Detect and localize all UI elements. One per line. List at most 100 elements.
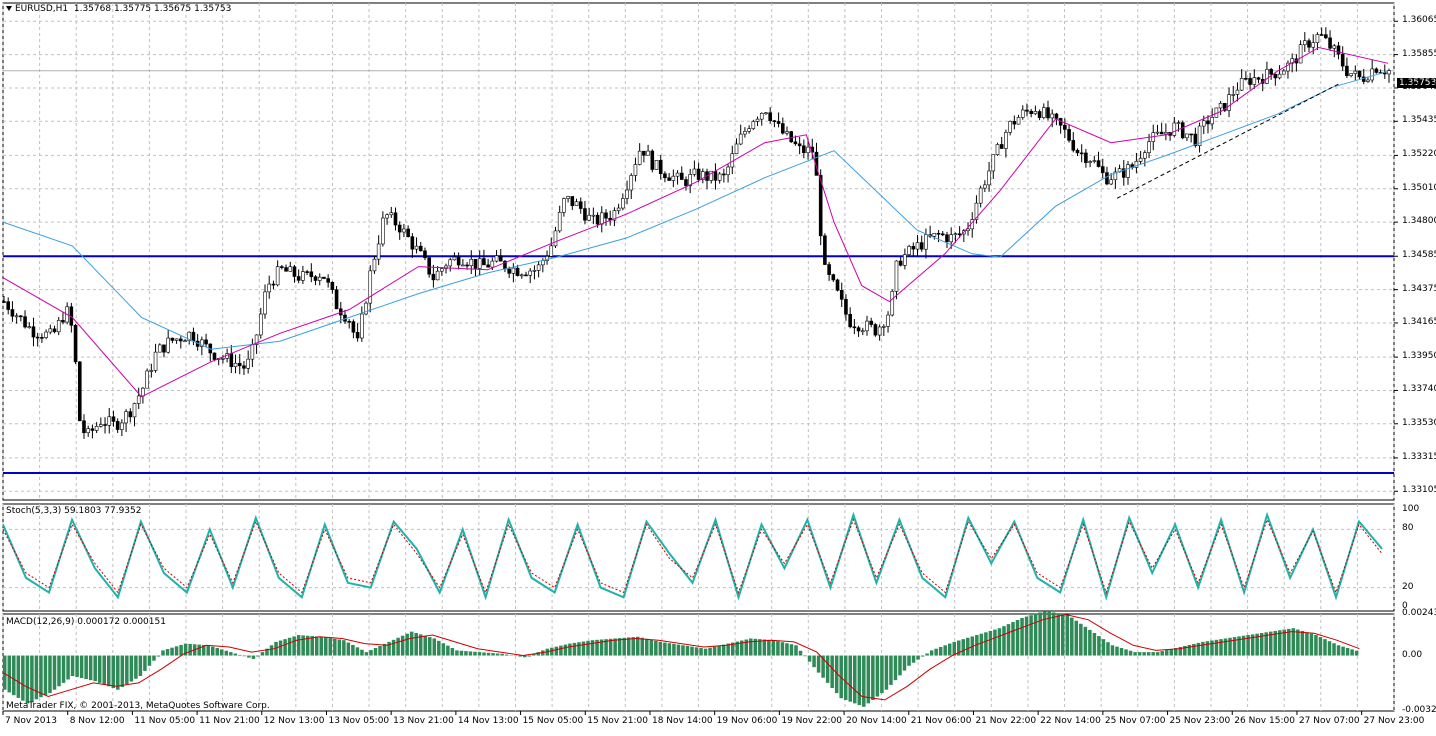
macd-histogram-bar [238,655,242,656]
candle-body [861,331,864,332]
macd-histogram-bar [1283,630,1287,656]
candle-body [449,260,452,266]
macd-histogram-bar [143,656,147,671]
time-axis-label: 13 Nov 05:00 [328,716,389,727]
macd-histogram-bar [767,640,771,656]
candle-body [735,144,738,154]
candle-body [802,146,805,153]
candle-body [457,257,460,265]
macd-histogram-bar [270,645,274,655]
macd-histogram-bar [1138,652,1142,655]
candle-body [1282,71,1285,74]
macd-histogram-bar [708,648,712,656]
macd-histogram-bar [1350,649,1354,655]
candle-body [247,359,250,368]
candle-body [1219,103,1222,108]
macd-histogram-bar [419,634,423,655]
macd-histogram-bar [469,651,473,655]
price-axis-label: 1.33530 [1402,418,1436,429]
macd-histogram-bar [717,646,721,656]
candle-body [167,338,170,352]
macd-histogram-bar [1314,635,1318,655]
macd-histogram-bar [930,650,934,655]
candle-body [1278,74,1281,78]
macd-histogram-bar [871,656,875,700]
time-axis-label: 27 Nov 07:00 [1299,716,1360,727]
candle-body [1164,132,1167,134]
price-axis-label: 1.33740 [1402,384,1436,395]
macd-histogram-bar [1310,634,1314,656]
macd-histogram-bar [175,646,179,655]
candle-body [11,310,14,317]
candle-body [958,234,961,235]
macd-histogram-bar [256,656,260,657]
candle-body [541,261,544,265]
candle-body [1371,69,1374,80]
macd-histogram-bar [1129,651,1133,656]
candle-body [575,202,578,206]
candle-body [874,324,877,335]
price-axis-label: 1.34585 [1402,250,1436,261]
macd-histogram-bar [482,652,486,655]
candle-body [950,235,953,242]
candle-body [482,259,485,265]
candle-body [1139,158,1142,161]
macd-histogram-bar [1346,648,1350,656]
candle-body [916,243,919,250]
time-axis-label: 15 Nov 21:00 [587,716,648,727]
candle-body [293,267,296,277]
macd-histogram-bar [1088,630,1092,656]
time-axis-label: 18 Nov 14:00 [652,716,713,727]
candle-body [171,338,174,340]
macd-histogram-bar [130,656,134,682]
candle-body [525,275,528,276]
macd-histogram-bar [880,656,884,694]
macd-histogram-bar [912,656,916,663]
macd-histogram-bar [211,647,215,656]
candle-body [1190,134,1193,135]
macd-histogram-bar [423,636,427,656]
candle-body [617,208,620,211]
candle-body [407,229,410,237]
macd-histogram-bar [1133,652,1137,655]
macd-histogram-bar [437,641,441,656]
macd-histogram-bar [627,637,631,655]
symbol-header: EURUSD,H1 1.35768 1.35775 1.35675 1.3575… [6,4,231,14]
macd-histogram-bar [613,638,617,655]
macd-histogram-bar [392,640,396,656]
candle-body [1089,162,1092,163]
candle-body [419,246,422,251]
candle-body [988,171,991,185]
macd-histogram-bar [1025,617,1029,656]
candle-body [714,171,717,180]
candle-body [1051,114,1054,118]
macd-histogram-bar [148,656,152,666]
macd-histogram-bar [989,631,993,656]
candle-body [272,284,275,285]
candle-body [693,169,696,174]
candle-body [1063,125,1066,129]
macd-histogram-bar [749,638,753,655]
copyright-text: MetaTrader FIX, © 2001-2013, MetaQuotes … [6,701,270,711]
candle-body [268,284,271,292]
macd-histogram-bar [1020,618,1024,656]
macd-histogram-bar [410,632,414,656]
macd-histogram-bar [446,646,450,656]
candle-body [221,358,224,359]
macd-histogram-bar [1287,629,1291,656]
candle-body [141,388,144,396]
candle-body [466,265,469,266]
dropdown-triangle-icon[interactable] [6,6,12,11]
candle-body [840,290,843,299]
price-axis-label: 1.34375 [1402,284,1436,295]
candle-body [1080,153,1083,154]
macd-histogram-bar [166,649,170,655]
candle-body [979,188,982,203]
macd-histogram-bar [84,656,88,680]
candle-body [516,268,519,276]
candle-body [512,268,515,273]
candle-body [318,277,321,280]
candle-body [57,320,60,331]
